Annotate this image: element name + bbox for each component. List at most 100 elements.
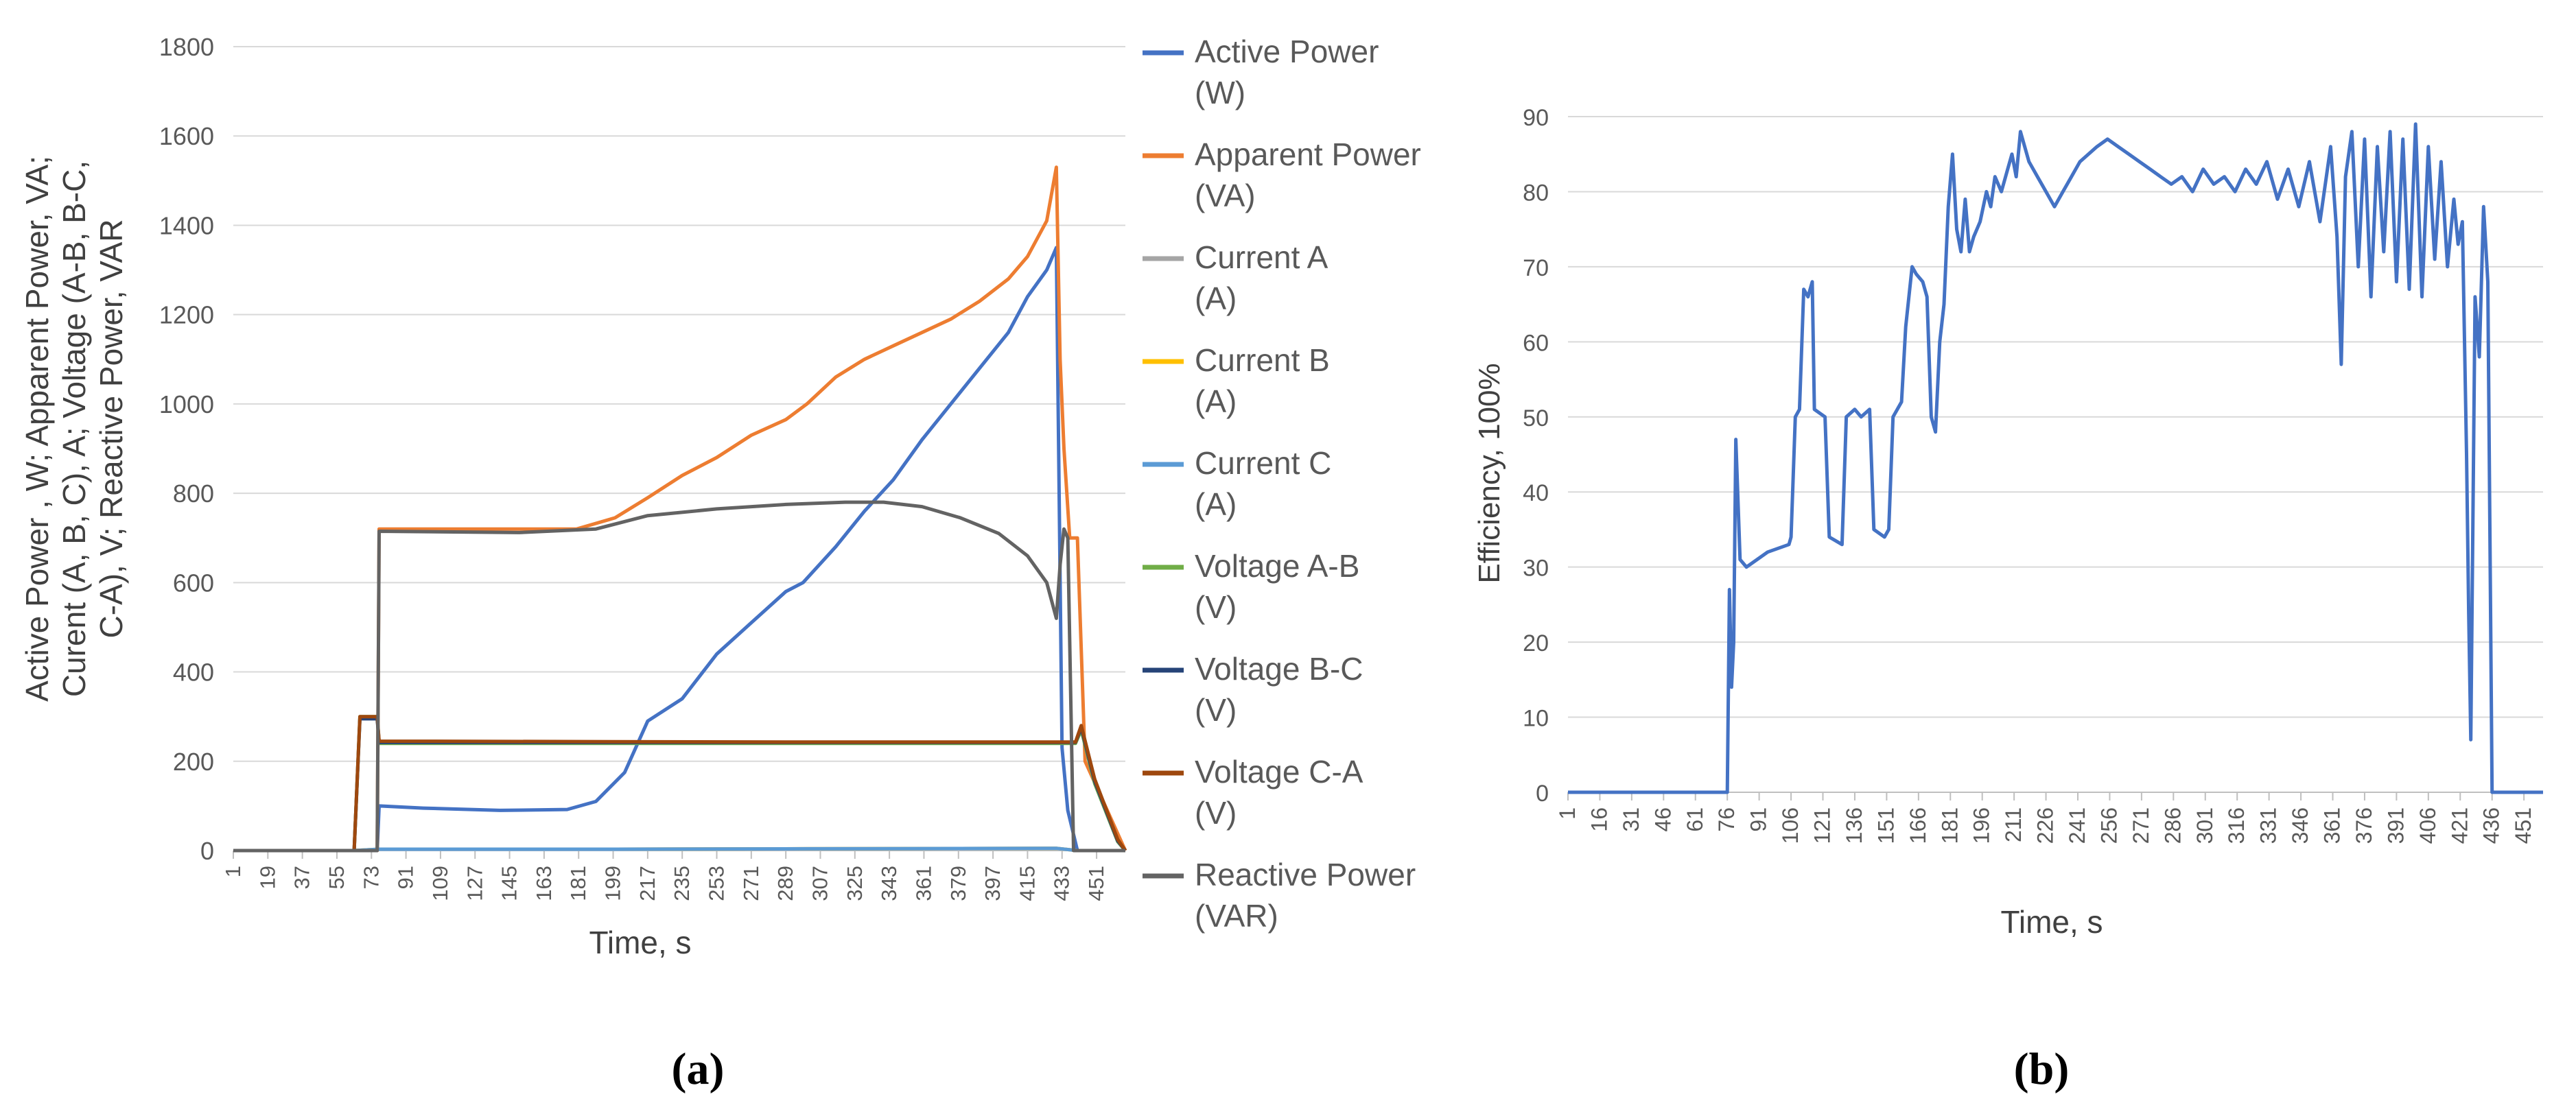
y-tick-label: 0 [200,837,214,865]
x-tick-label: 346 [2288,807,2312,844]
x-tick-label: 151 [1873,807,1898,844]
y-axis-title-line: Active Power , W; Apparent Power, VA; [19,156,55,702]
y-axis-title-line: C-A), V; Reactive Power, VAR [93,220,129,639]
x-tick-label: 271 [739,866,763,901]
x-tick-label: 391 [2383,807,2408,844]
chart-a-y-tick-labels: 0 200 400 600 800 1000 1200 1400 1600 1800 [159,33,214,865]
x-tick-label: 196 [1969,807,1994,844]
y-tick-label: 800 [173,479,214,508]
x-tick-label: 61 [1683,807,1707,832]
x-tick-label: 361 [2320,807,2345,844]
chart-a-legend: Active Power (W) Apparent Power (VA) Current… [1143,34,1421,934]
x-tick-label: 109 [428,866,452,901]
y-tick-label: 200 [173,748,214,776]
y-tick-label: 400 [173,659,214,687]
legend-label: Current B (A) [1195,342,1330,419]
x-tick-label: 226 [2033,807,2058,844]
chart-a-x-axis-title: Time, s [589,925,691,960]
legend-label: Reactive Power (VAR) [1195,857,1416,934]
x-tick-label: 91 [394,866,418,889]
legend-label: Voltage B-C (V) [1195,651,1363,728]
x-tick-label: 415 [1015,866,1039,901]
y-tick-label: 1200 [159,301,214,329]
legend-label: Apparent Power (VA) [1195,137,1421,213]
x-tick-label: 379 [946,866,970,901]
chart-b-y-tick-labels: 0 10 20 30 40 50 60 70 80 90 [1523,105,1549,807]
chart-a-gridlines [233,46,1125,859]
x-tick-label: 307 [808,866,832,901]
x-tick-label: 271 [2129,807,2153,844]
y-tick-label: 0 [1536,781,1549,807]
x-tick-label: 286 [2160,807,2185,844]
y-tick-label: 80 [1523,180,1549,206]
chart-b-x-axis-title: Time, s [2000,904,2103,940]
chart-a-series [233,165,1127,853]
series-line-reactive-power-var [233,500,1125,853]
x-tick-label: 19 [255,866,279,889]
chart-a-y-axis-title: Active Power , W; Apparent Power, VA; Cur… [19,156,129,702]
x-tick-label: 376 [2352,807,2376,844]
x-tick-label: 256 [2096,807,2121,844]
x-tick-label: 145 [497,866,522,901]
legend-label: Voltage A-B (V) [1195,548,1359,625]
y-tick-label: 40 [1523,480,1549,506]
series-line-apparent-power-va [233,165,1127,853]
x-tick-label: 451 [1084,866,1108,901]
y-tick-label: 90 [1523,105,1549,131]
y-tick-label: 30 [1523,556,1549,582]
chart-b-y-axis-title: Efficiency, 100% [1473,363,1506,583]
x-tick-label: 436 [2479,807,2504,844]
x-tick-label: 31 [1619,807,1643,832]
x-tick-label: 73 [359,866,383,889]
x-tick-label: 136 [1842,807,1866,844]
series-line-active-power-w [233,246,1125,853]
x-tick-label: 397 [981,866,1005,901]
chart-a-x-tick-labels: 1 19 37 55 73 91 109 127 145 163 181 199 217 235 253 27… [221,866,1108,901]
y-tick-label: 20 [1523,630,1549,656]
x-tick-label: 325 [843,866,867,901]
y-tick-label: 1400 [159,211,214,239]
y-tick-label: 50 [1523,405,1549,431]
x-tick-label: 217 [635,866,659,901]
chart-a: 0 200 400 600 800 1000 1200 1400 1600 1800 1 19 37 5… [19,33,1421,1094]
x-tick-label: 106 [1778,807,1803,844]
y-tick-label: 1000 [159,390,214,418]
legend-label: Active Power (W) [1195,34,1379,110]
x-tick-label: 316 [2224,807,2249,844]
x-tick-label: 421 [2447,807,2472,844]
x-tick-label: 433 [1050,866,1074,901]
series-line-voltage-b-c-v [233,717,1127,853]
x-tick-label: 181 [1937,807,1962,844]
x-tick-label: 406 [2415,807,2440,844]
x-tick-label: 451 [2511,807,2536,844]
x-tick-label: 163 [532,866,556,901]
x-tick-label: 127 [462,866,487,901]
x-tick-label: 301 [2192,807,2217,844]
y-tick-label: 60 [1523,330,1549,356]
x-tick-label: 76 [1714,807,1739,832]
chart-b-x-tick-labels: 1 16 31 46 61 76 91 106 121 136 151 166 181 196 211 226… [1555,807,2536,844]
x-tick-label: 46 [1650,807,1675,832]
x-tick-label: 289 [773,866,797,901]
x-tick-label: 166 [1906,807,1930,844]
x-tick-label: 211 [2001,807,2026,842]
series-line [1568,122,2543,794]
x-tick-label: 1 [1555,807,1580,820]
x-tick-label: 343 [877,866,901,901]
x-tick-label: 181 [566,866,590,901]
chart-b-series [1568,122,2543,794]
x-tick-label: 121 [1810,807,1835,844]
chart-a-panel-label: (a) [672,1044,725,1094]
x-tick-label: 16 [1586,807,1611,832]
x-tick-label: 253 [705,866,729,901]
x-tick-label: 361 [911,866,935,901]
y-tick-label: 1800 [159,33,214,61]
x-tick-label: 331 [2256,807,2281,844]
legend-label: Current C (A) [1195,445,1331,522]
legend-label: Current A (A) [1195,239,1328,316]
y-tick-label: 600 [173,569,214,597]
x-tick-label: 1 [221,866,245,877]
x-tick-label: 241 [2065,807,2089,844]
